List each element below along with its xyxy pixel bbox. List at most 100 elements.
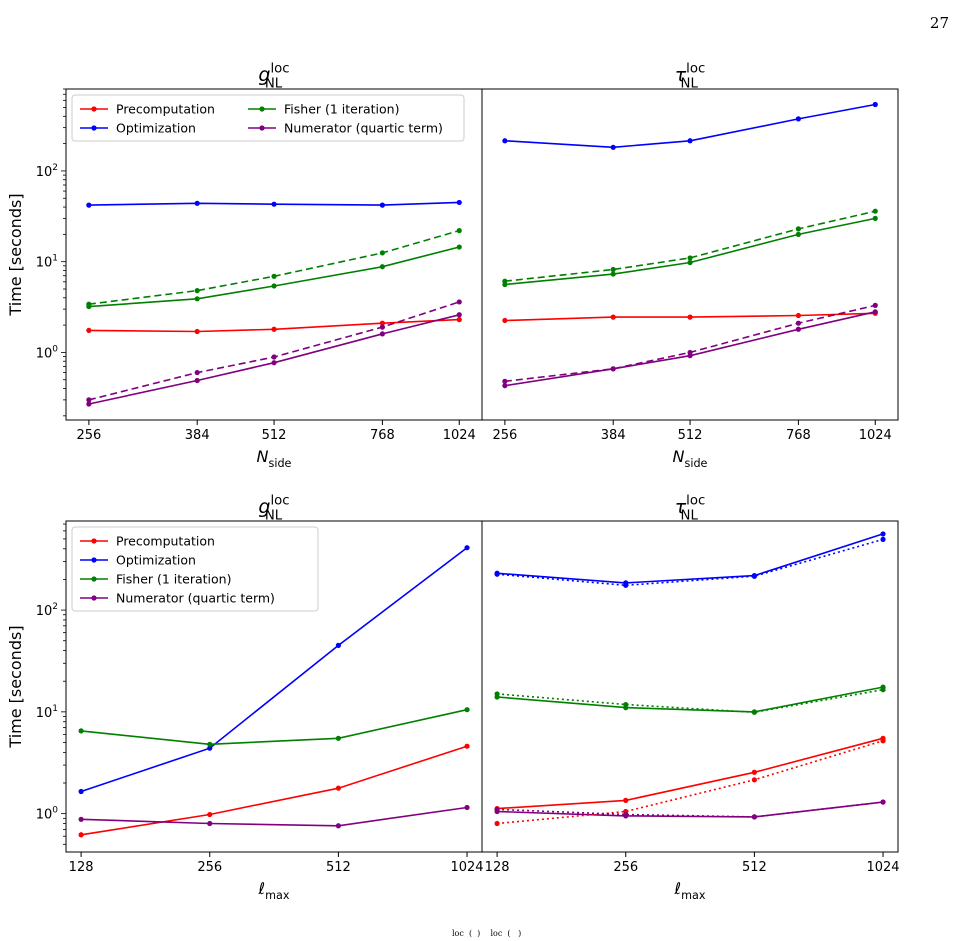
panel-top-left-legend-label: Optimization <box>116 121 196 136</box>
panel-top-right-point-optimization <box>610 144 616 150</box>
panel-bottom-left-legend-marker <box>91 595 97 601</box>
panel-top-left-series-fisher-1-iteration-dashed <box>88 229 460 305</box>
panel-bottom-right-point-precomputation <box>751 769 757 775</box>
panel-bottom-left-point-numerator-quartic-term <box>335 823 341 829</box>
panel-bottom-right-point-optimization <box>880 531 886 537</box>
panel-bottom-left-xlabel: ℓmax <box>258 879 290 902</box>
panel-top-left-legend-marker <box>259 106 265 112</box>
panel-bottom-left-legend-label: Numerator (quartic term) <box>116 591 275 606</box>
panel-top-left-point-fisher-1-iteration <box>194 288 200 294</box>
panel-bottom-right-point-numerator-quartic-term <box>751 814 757 820</box>
panel-top-right-point-fisher-1-iteration <box>610 266 616 273</box>
panel-bottom-right-xtick-label: 512 <box>742 860 767 875</box>
panel-bottom-left-legend-marker <box>91 538 97 544</box>
panel-bottom-left-legend-marker <box>91 557 97 563</box>
panel-top-left-point-numerator-quartic-term <box>379 324 385 330</box>
panel-bottom-right-point-numerator-quartic-term <box>623 811 629 818</box>
panel-bottom-left-point-fisher-1-iteration <box>207 741 213 747</box>
panel-top-right-point-optimization <box>502 138 508 144</box>
panel-top-left-point-fisher-1-iteration <box>379 250 385 256</box>
panel-top-left-point-optimization <box>271 201 277 207</box>
panel-top-right-point-numerator-quartic-term <box>610 366 616 372</box>
panel-top-right-point-precomputation <box>687 314 693 320</box>
panel-top-left-point-precomputation <box>86 327 92 333</box>
panel-bottom-left-point-optimization <box>464 545 470 551</box>
panel-top-left-legend-marker <box>91 125 97 131</box>
caption-fragment: loc ( ) loc ( ) <box>452 929 522 938</box>
panel-top-right-point-fisher-1-iteration <box>502 278 508 284</box>
panel-top-right-point-optimization <box>687 138 693 144</box>
panel-bottom-right-point-precomputation <box>494 820 500 827</box>
panel-top-left-xtick-label: 1024 <box>443 428 476 443</box>
panel-top-left-point-optimization <box>86 202 92 208</box>
panel-top-left-ytick-label: 101 <box>36 254 58 271</box>
panel-top-left-point-fisher-1-iteration <box>271 283 277 289</box>
panel-bottom-right-point-numerator-quartic-term <box>880 799 886 805</box>
panel-top-left-point-fisher-1-iteration <box>456 228 462 234</box>
panel-bottom-right-point-fisher-1-iteration <box>494 691 500 697</box>
panel-top-left-point-numerator-quartic-term <box>86 401 92 407</box>
panel-bottom-right-xtick-label: 1024 <box>866 860 899 875</box>
panel-bottom-left-point-optimization <box>207 745 213 751</box>
panel-bottom-left-xtick-label: 1024 <box>450 860 483 875</box>
panel-bottom-left-ylabel: Time [seconds] <box>6 625 25 748</box>
panel-top-right-point-fisher-1-iteration <box>687 259 693 266</box>
panel-top-right-point-optimization <box>795 116 801 122</box>
panel-top-left-xtick-label: 256 <box>76 428 101 443</box>
panel-bottom-left-point-optimization <box>78 788 84 795</box>
panel-bottom-left-point-precomputation <box>335 785 341 791</box>
panel-bottom-right-point-optimization <box>494 571 500 577</box>
panel-bottom-left-legend-label: Precomputation <box>116 534 215 549</box>
panel-top-left-legend-label: Numerator (quartic term) <box>284 121 443 136</box>
panel-top-right-point-fisher-1-iteration <box>795 226 801 232</box>
panel-bottom-left-title: gloc NL <box>258 493 289 523</box>
panel-bottom-left-xtick-label: 512 <box>326 860 351 875</box>
panel-bottom-right-point-numerator-quartic-term <box>494 806 500 813</box>
panel-top-left-point-numerator-quartic-term <box>456 299 462 305</box>
panel-top-left-point-fisher-1-iteration <box>86 301 92 307</box>
panel-top-left-point-fisher-1-iteration <box>456 244 462 250</box>
panel-top-right-point-precomputation <box>502 317 508 324</box>
panel-bottom-left-point-numerator-quartic-term <box>78 816 84 822</box>
panel-bottom-right-point-fisher-1-iteration <box>880 687 886 693</box>
panel-bottom-left-ytick-label: 102 <box>36 602 58 619</box>
panel-top-left-point-numerator-quartic-term <box>379 331 385 337</box>
panel-top-left-point-fisher-1-iteration <box>379 264 385 270</box>
panel-bottom-right-series-numerator-quartic-term-solid <box>497 801 884 818</box>
panel-bottom-right-point-optimization <box>623 582 629 588</box>
panel-bottom-left-xtick-label: 256 <box>197 860 222 875</box>
panel-top-left-point-optimization <box>379 202 385 208</box>
panel-top-left-point-optimization <box>194 200 200 206</box>
panel-bottom-right-frame <box>481 520 899 853</box>
panel-bottom-right-title: τloc NL <box>675 493 706 523</box>
panel-bottom-right-point-precomputation <box>880 738 886 744</box>
panel-top-right-series-fisher-1-iteration-dashed <box>504 210 876 282</box>
panel-bottom-left-ytick-label: 101 <box>36 704 58 721</box>
panel-bottom-right-series-precomputation-solid <box>497 737 884 810</box>
panel-top-left-ytick-label: 100 <box>36 344 59 361</box>
panel-bottom-right-series-optimization-solid <box>497 533 884 584</box>
panel-top-right-point-optimization <box>872 101 878 108</box>
panel-top-left-ytick-label: 102 <box>36 163 58 180</box>
panel-bottom-left-series-optimization-solid <box>80 547 468 793</box>
panel-top-left-legend-label: Fisher (1 iteration) <box>284 102 399 117</box>
panel-bottom-left-point-numerator-quartic-term <box>464 804 470 811</box>
panel-top-left-xtick-label: 768 <box>370 428 395 443</box>
panel-top-right-xtick-label: 1024 <box>859 428 892 443</box>
panel-top-right-point-numerator-quartic-term <box>872 309 878 315</box>
panel-bottom-left-legend-marker <box>91 576 97 582</box>
panel-top-right-xtick-label: 512 <box>678 428 703 443</box>
panel-bottom-left-point-fisher-1-iteration <box>335 735 341 741</box>
panel-top-right-point-numerator-quartic-term <box>502 383 508 389</box>
panel-top-right-point-numerator-quartic-term <box>795 320 801 326</box>
panel-top-right-xtick-label: 256 <box>492 428 517 443</box>
panel-top-right-title: τloc NL <box>675 61 706 91</box>
panel-bottom-right-series-fisher-1-iteration-solid <box>497 686 884 713</box>
panel-top-right-point-fisher-1-iteration <box>872 215 878 221</box>
panel-bottom-right-point-fisher-1-iteration <box>751 709 757 715</box>
panel-bottom-left-legend <box>71 526 319 612</box>
panel-bottom-left-point-precomputation <box>464 743 470 749</box>
panel-bottom-right-xtick-label: 128 <box>485 860 510 875</box>
panel-bottom-right-point-optimization <box>751 573 757 579</box>
